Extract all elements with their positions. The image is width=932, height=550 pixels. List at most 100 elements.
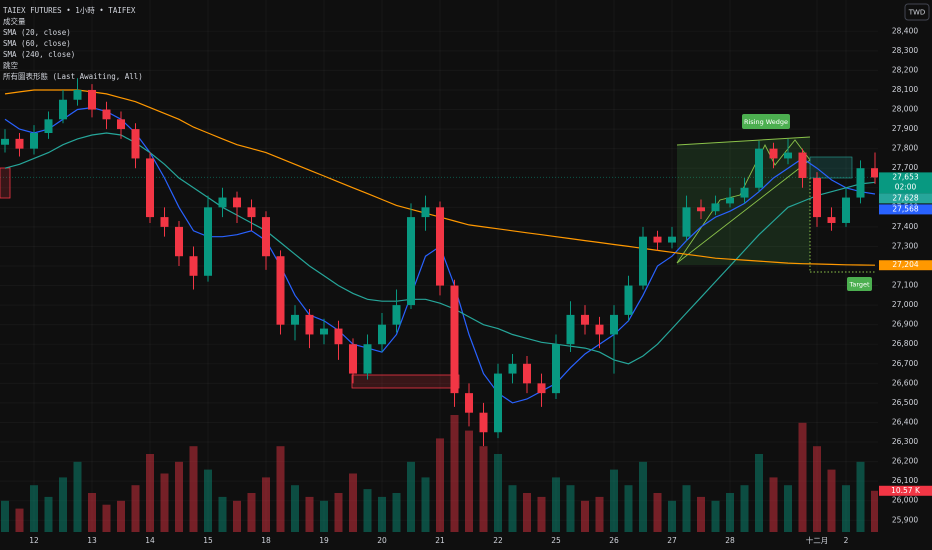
volume-bar	[102, 504, 111, 532]
candle-body	[595, 324, 604, 335]
volume-bar	[349, 473, 357, 532]
candle-body	[552, 344, 560, 394]
volume-bar	[871, 490, 879, 532]
volume-bar	[668, 500, 676, 532]
target-label: Target	[848, 281, 870, 289]
x-tick-label: 28	[725, 536, 735, 545]
candle-body	[479, 412, 488, 433]
candle-body	[349, 344, 357, 374]
volume-bar	[421, 477, 430, 532]
y-tick-label: 26,000	[892, 496, 918, 505]
volume-bar	[131, 485, 140, 532]
y-tick-label: 26,600	[892, 378, 918, 387]
volume-bar	[682, 485, 691, 532]
y-tick-label: 27,700	[892, 163, 918, 172]
candle-body	[740, 187, 749, 198]
volume-bar	[479, 446, 488, 532]
pattern-area	[677, 137, 810, 265]
volume-bar	[494, 454, 502, 532]
candle-body	[653, 236, 662, 243]
volume-bar	[740, 485, 749, 532]
volume-bar	[711, 500, 720, 532]
volume-bar	[189, 446, 198, 532]
price-label-box	[879, 260, 932, 271]
candle-body	[508, 363, 517, 374]
y-tick-label: 26,100	[892, 476, 918, 485]
volume-bar	[508, 485, 517, 532]
candle-body	[610, 314, 618, 335]
x-tick-label: 15	[203, 536, 213, 545]
pattern-line	[676, 159, 811, 264]
x-tick-label: 22	[493, 536, 503, 545]
volume-layer	[1, 415, 879, 532]
candle-body	[668, 236, 676, 243]
volume-bar	[726, 493, 734, 532]
x-tick-label: 18	[261, 536, 271, 545]
candle-body	[117, 119, 125, 130]
volume-bar	[769, 477, 778, 532]
candle-body	[566, 314, 575, 345]
candle-body	[523, 363, 531, 384]
candle-body	[276, 256, 285, 325]
volume-bar	[827, 469, 836, 532]
volume-bar	[59, 477, 67, 532]
volume-bar	[218, 496, 227, 532]
x-tick-label: 19	[319, 536, 329, 545]
candle-body	[363, 344, 372, 374]
volume-bar	[784, 485, 792, 532]
price-label-box	[879, 172, 932, 194]
price-label: 27,628	[892, 193, 918, 202]
gap-box	[0, 167, 11, 199]
volume-bar	[552, 477, 560, 532]
volume-bar	[450, 415, 459, 532]
y-tick-label: 28,100	[892, 85, 918, 94]
candle-body	[204, 207, 212, 276]
y-tick-label: 27,800	[892, 144, 918, 153]
candle-body	[378, 324, 386, 345]
y-tick-label: 25,900	[892, 515, 918, 524]
y-tick-label: 27,900	[892, 124, 918, 133]
price-label-box	[879, 204, 932, 215]
candle-body	[871, 168, 879, 178]
candle-layer	[1, 78, 879, 446]
candle-body	[88, 89, 96, 110]
currency-button[interactable]	[904, 3, 930, 21]
volume-bar	[566, 485, 575, 532]
y-tick-label: 28,200	[892, 65, 918, 74]
x-tick-label: 21	[435, 536, 445, 545]
price-label: 27,204	[892, 260, 918, 269]
volume-bar	[392, 493, 401, 532]
volume-bar	[813, 446, 821, 532]
volume-bar	[204, 469, 212, 532]
candle-body	[726, 197, 734, 204]
price-label-box	[879, 193, 932, 204]
candle-body	[581, 314, 589, 325]
candle-body	[842, 197, 850, 223]
y-tick-label: 26,800	[892, 339, 918, 348]
candle-body	[537, 383, 546, 394]
candle-body	[291, 314, 299, 325]
pattern-label-box	[742, 114, 790, 129]
candle-body	[624, 285, 633, 315]
candle-body	[436, 207, 444, 286]
candle-body	[784, 152, 792, 159]
candle-body	[218, 197, 227, 208]
target-label-box	[847, 277, 872, 291]
volume-label-box	[879, 485, 932, 496]
legend-item: SMA (240, close)	[3, 50, 75, 59]
grid	[0, 176, 878, 178]
pattern-line	[676, 139, 811, 264]
time-axis	[0, 532, 932, 550]
pattern-label: Rising Wedge	[744, 118, 788, 126]
candle-body	[407, 217, 415, 306]
x-tick-label: 2	[844, 536, 849, 545]
volume-bar	[856, 461, 865, 532]
candle-body	[769, 148, 778, 159]
candle-body	[697, 207, 705, 212]
legend-item: 所有圖表形態 (Last Awaiting, All)	[3, 71, 143, 81]
x-tick-label: 25	[551, 536, 561, 545]
y-tick-label: 28,000	[892, 105, 918, 114]
